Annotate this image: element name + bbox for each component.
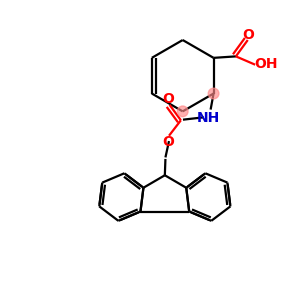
Text: O: O: [163, 92, 174, 106]
Text: OH: OH: [255, 57, 278, 71]
Circle shape: [208, 88, 219, 99]
Text: O: O: [162, 135, 174, 149]
Circle shape: [177, 106, 188, 117]
Text: NH: NH: [197, 112, 220, 125]
Text: O: O: [242, 28, 254, 42]
